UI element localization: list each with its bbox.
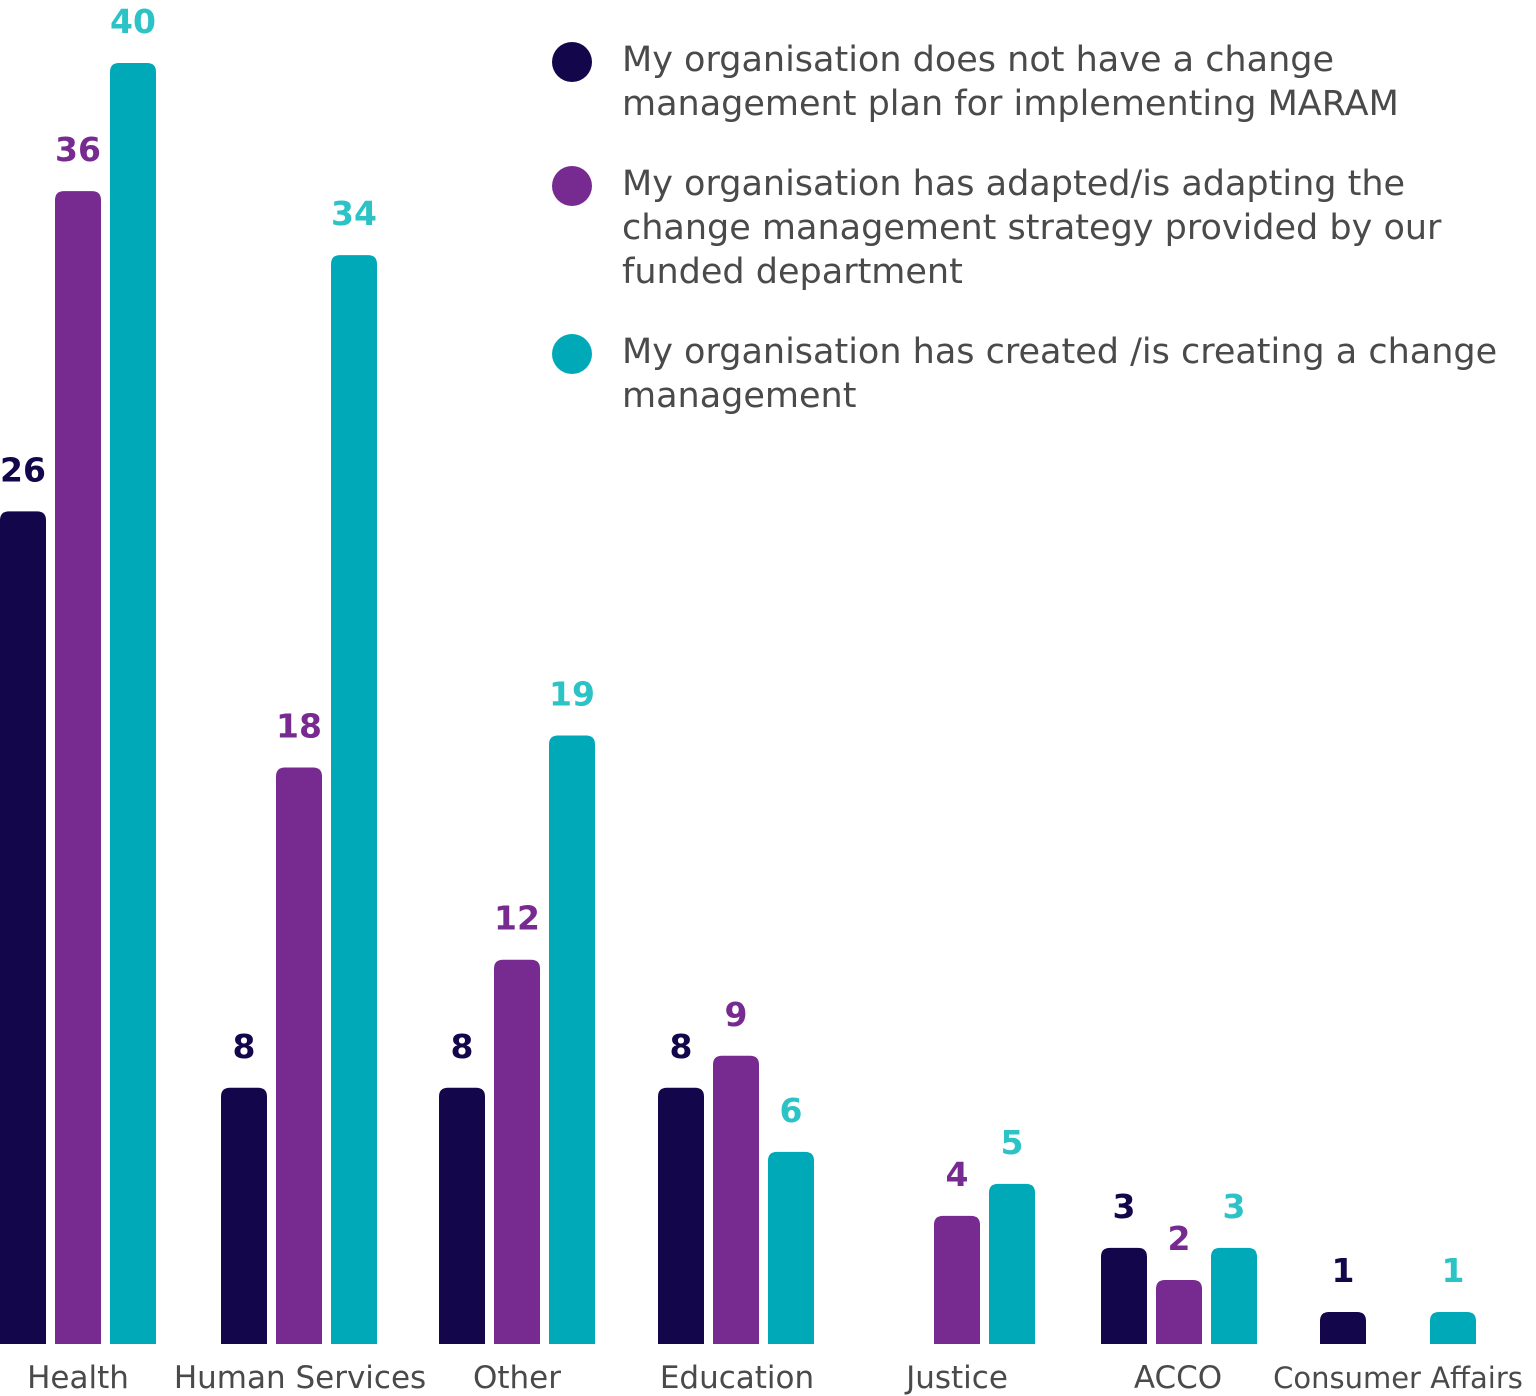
value-label: 8 xyxy=(451,1027,474,1066)
legend: My organisation does not have a change m… xyxy=(552,38,1512,454)
value-label: 1 xyxy=(1332,1251,1355,1290)
legend-label: My organisation has created /is creating… xyxy=(622,332,1498,416)
bar-acco-series-3 xyxy=(1211,1247,1257,1344)
bar-health-series-1 xyxy=(0,511,46,1345)
value-label: 26 xyxy=(0,450,46,489)
category-label-education: Education xyxy=(660,1360,814,1396)
legend-label: My organisation does not have a change m… xyxy=(622,40,1399,124)
value-label: 6 xyxy=(780,1091,803,1130)
bar-other-series-3 xyxy=(549,735,595,1344)
value-label: 34 xyxy=(331,194,377,233)
legend-item-adapted: My organisation has adapted/is adapting … xyxy=(552,162,1512,294)
category-label-acco: ACCO xyxy=(1134,1360,1222,1396)
value-label: 8 xyxy=(233,1027,256,1066)
value-label: 12 xyxy=(494,899,540,938)
value-label: 8 xyxy=(670,1027,693,1066)
bar-health-series-2 xyxy=(55,191,101,1345)
value-label: 19 xyxy=(549,675,595,714)
category-label-consumer-affairs: Consumer Affairs xyxy=(1273,1361,1523,1395)
bar-acco-series-1 xyxy=(1101,1247,1147,1344)
legend-swatch xyxy=(552,334,592,374)
legend-item-created: My organisation has created /is creating… xyxy=(552,330,1512,418)
value-label: 3 xyxy=(1223,1187,1246,1226)
category-label-health: Health xyxy=(27,1360,129,1396)
category-labels-group: Health Human Services Other Education Justic… xyxy=(27,1360,1523,1396)
value-label: 40 xyxy=(110,2,156,41)
legend-swatch xyxy=(552,42,592,82)
bar-education-series-3 xyxy=(768,1151,814,1344)
bars-group xyxy=(0,63,1476,1345)
value-label: 5 xyxy=(1001,1123,1024,1162)
value-label: 18 xyxy=(276,707,322,746)
bar-health-series-3 xyxy=(110,63,156,1344)
bar-justice-series-2 xyxy=(934,1215,980,1344)
legend-item-no-plan: My organisation does not have a change m… xyxy=(552,38,1512,126)
value-label: 2 xyxy=(1168,1219,1191,1258)
legend-swatch xyxy=(552,166,592,206)
value-label: 9 xyxy=(725,995,748,1034)
bar-consumer-affairs-series-3 xyxy=(1430,1311,1476,1344)
value-label: 1 xyxy=(1442,1251,1465,1290)
category-label-human-services: Human Services xyxy=(174,1360,426,1396)
category-label-justice: Justice xyxy=(904,1360,1008,1396)
bar-human-services-series-1 xyxy=(221,1087,267,1344)
bar-education-series-2 xyxy=(713,1055,759,1344)
bar-human-services-series-3 xyxy=(331,255,377,1344)
value-label: 4 xyxy=(946,1155,969,1194)
bar-justice-series-3 xyxy=(989,1183,1035,1344)
bar-consumer-affairs-series-1 xyxy=(1320,1311,1366,1344)
bar-acco-series-2 xyxy=(1156,1279,1202,1344)
value-label: 3 xyxy=(1113,1187,1136,1226)
category-label-other: Other xyxy=(473,1360,561,1396)
bar-other-series-2 xyxy=(494,959,540,1344)
bar-human-services-series-2 xyxy=(276,767,322,1344)
bar-education-series-1 xyxy=(658,1087,704,1344)
bar-other-series-1 xyxy=(439,1087,485,1344)
legend-label: My organisation has adapted/is adapting … xyxy=(622,164,1442,292)
value-label: 36 xyxy=(55,130,101,169)
